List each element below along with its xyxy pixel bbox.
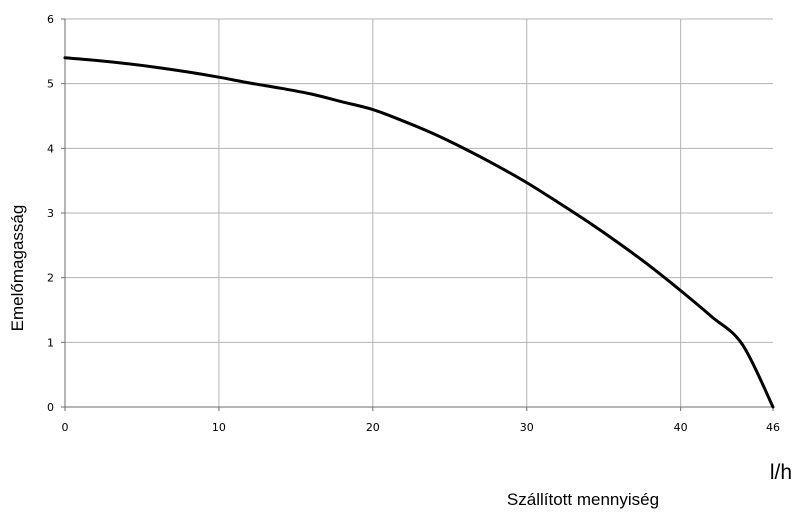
x-tick-label: 10 <box>212 421 226 434</box>
y-tick-label: 5 <box>47 78 54 91</box>
y-tick-label: 3 <box>47 207 54 220</box>
x-axis-unit-label: l/h <box>770 461 792 484</box>
y-axis-title: Emelőmagasság <box>8 205 27 332</box>
y-tick-label: 1 <box>47 336 54 349</box>
y-tick-label: 2 <box>47 272 54 285</box>
y-tick-label: 6 <box>47 13 54 26</box>
x-tick-label: 0 <box>62 421 69 434</box>
grid-lines <box>65 18 773 407</box>
y-tick-label: 4 <box>47 142 54 155</box>
tick-labels: 0 1 2 3 4 5 6 0 10 20 30 40 46 <box>47 13 780 434</box>
series-group <box>63 56 775 409</box>
x-tick-label: 40 <box>674 421 688 434</box>
x-tick-label: 30 <box>520 421 534 434</box>
x-axis-title: Szállított mennyiség <box>507 490 659 509</box>
y-tick-label: 0 <box>47 401 54 414</box>
axes <box>61 18 774 411</box>
x-tick-label: 20 <box>366 421 380 434</box>
x-tick-label: 46 <box>766 421 780 434</box>
series-line <box>63 56 775 409</box>
